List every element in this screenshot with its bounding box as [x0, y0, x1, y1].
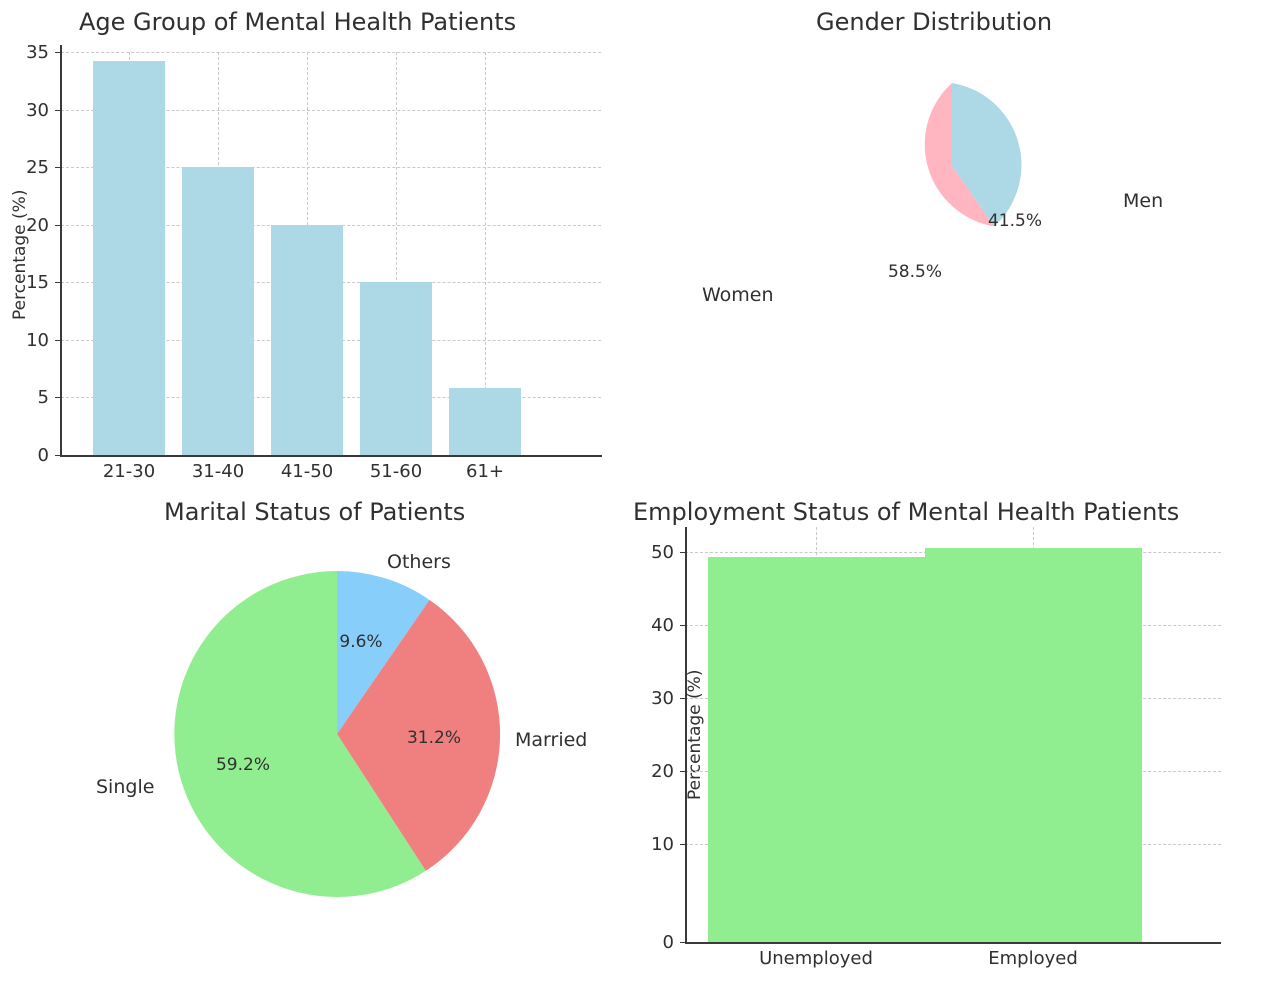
pie-slice-men[interactable]	[952, 83, 1022, 227]
gridline	[485, 52, 486, 455]
y-tickmark	[680, 942, 686, 944]
gridline	[61, 167, 601, 168]
employment-status-title: Employment Status of Mental Health Patie…	[633, 498, 1180, 526]
y-tick-label-30: 30	[26, 100, 49, 121]
y-tick-label-15: 15	[26, 272, 49, 293]
marital-status-title: Marital Status of Patients	[164, 498, 466, 526]
marital-pie-single-label: Single	[96, 776, 155, 798]
pie-slice-others[interactable]	[337, 571, 430, 734]
x-tick-label-employed: Employed	[988, 948, 1078, 969]
y-tick-label-0: 0	[37, 445, 49, 466]
y-tickmark	[55, 397, 61, 399]
gridline	[61, 52, 601, 53]
y-tick-label-25: 25	[26, 157, 49, 178]
gender-pie-men-label: Men	[1123, 190, 1164, 212]
bar-61-plus	[449, 388, 521, 455]
panel-age-group: Age Group of Mental Health Patients Perc…	[0, 0, 640, 490]
employment-y-axis-label: Percentage (%)	[685, 669, 705, 800]
y-axis-spine	[60, 45, 62, 457]
y-tick-label-5: 5	[37, 387, 49, 408]
x-tick-label-31-40: 31-40	[191, 461, 245, 482]
gender-pie-svg	[924, 83, 1022, 227]
marital-pie-others-label: Others	[387, 551, 451, 573]
gender-pie-men-percentage: 41.5%	[987, 211, 1043, 231]
bar-21-30	[93, 61, 165, 455]
y-tickmark	[680, 698, 686, 700]
y-tick-label-50: 50	[651, 542, 674, 563]
bar-employed	[925, 548, 1142, 942]
marital-pie	[174, 571, 501, 897]
x-tick-label-61-plus: 61+	[466, 461, 504, 482]
gender-distribution-title: Gender Distribution	[816, 8, 1053, 36]
y-tick-label-10: 10	[26, 330, 49, 351]
bar-unemployed	[708, 557, 925, 942]
panel-gender-distribution: Gender Distribution 41.5% Men 58.5% Wome…	[640, 0, 1280, 490]
y-tickmark	[680, 771, 686, 773]
y-tick-label-30: 30	[651, 688, 674, 709]
gender-pie-women-label: Women	[702, 284, 774, 306]
y-tickmark	[55, 282, 61, 284]
panel-marital-status: Marital Status of Patients 9.6% Others 3…	[0, 490, 640, 981]
bar-51-60	[360, 282, 432, 455]
y-tick-label-35: 35	[26, 42, 49, 63]
pie-slice-single[interactable]	[174, 571, 426, 897]
y-tickmark	[55, 225, 61, 227]
marital-pie-married-percentage: 31.2%	[406, 728, 462, 748]
pie-slice-married[interactable]	[337, 599, 501, 871]
marital-pie-others-percentage: 9.6%	[339, 632, 383, 652]
y-tickmark	[55, 455, 61, 457]
y-tick-label-10: 10	[651, 834, 674, 855]
panel-employment-status: Employment Status of Mental Health Patie…	[633, 490, 1280, 981]
bar-41-50	[271, 225, 343, 455]
age-group-title: Age Group of Mental Health Patients	[79, 8, 517, 36]
bar-31-40	[182, 167, 254, 455]
gender-pie	[869, 83, 1035, 249]
y-tickmark	[55, 110, 61, 112]
x-tick-label-unemployed: Unemployed	[759, 948, 873, 969]
gridline	[61, 110, 601, 111]
x-axis-spine	[60, 455, 602, 457]
age-group-y-axis-label: Percentage (%)	[10, 189, 30, 320]
y-tickmark	[55, 167, 61, 169]
y-axis-spine	[685, 527, 687, 944]
marital-pie-married-label: Married	[515, 729, 588, 751]
gridline	[396, 52, 397, 455]
x-tick-label-21-30: 21-30	[102, 461, 156, 482]
x-axis-spine	[685, 942, 1221, 944]
gender-pie-women-percentage: 58.5%	[887, 262, 943, 282]
x-tick-label-41-50: 41-50	[280, 461, 334, 482]
y-tickmark	[55, 52, 61, 54]
y-tickmark	[680, 552, 686, 554]
y-tick-label-40: 40	[651, 615, 674, 636]
marital-pie-single-percentage: 59.2%	[215, 755, 271, 775]
y-tick-label-20: 20	[26, 215, 49, 236]
y-tickmark	[55, 340, 61, 342]
y-tickmark	[680, 844, 686, 846]
marital-pie-svg	[174, 571, 501, 897]
y-tick-label-0: 0	[662, 932, 674, 953]
pie-slice-women[interactable]	[924, 83, 995, 227]
x-tick-label-51-60: 51-60	[369, 461, 423, 482]
y-tick-label-20: 20	[651, 761, 674, 782]
y-tickmark	[680, 625, 686, 627]
